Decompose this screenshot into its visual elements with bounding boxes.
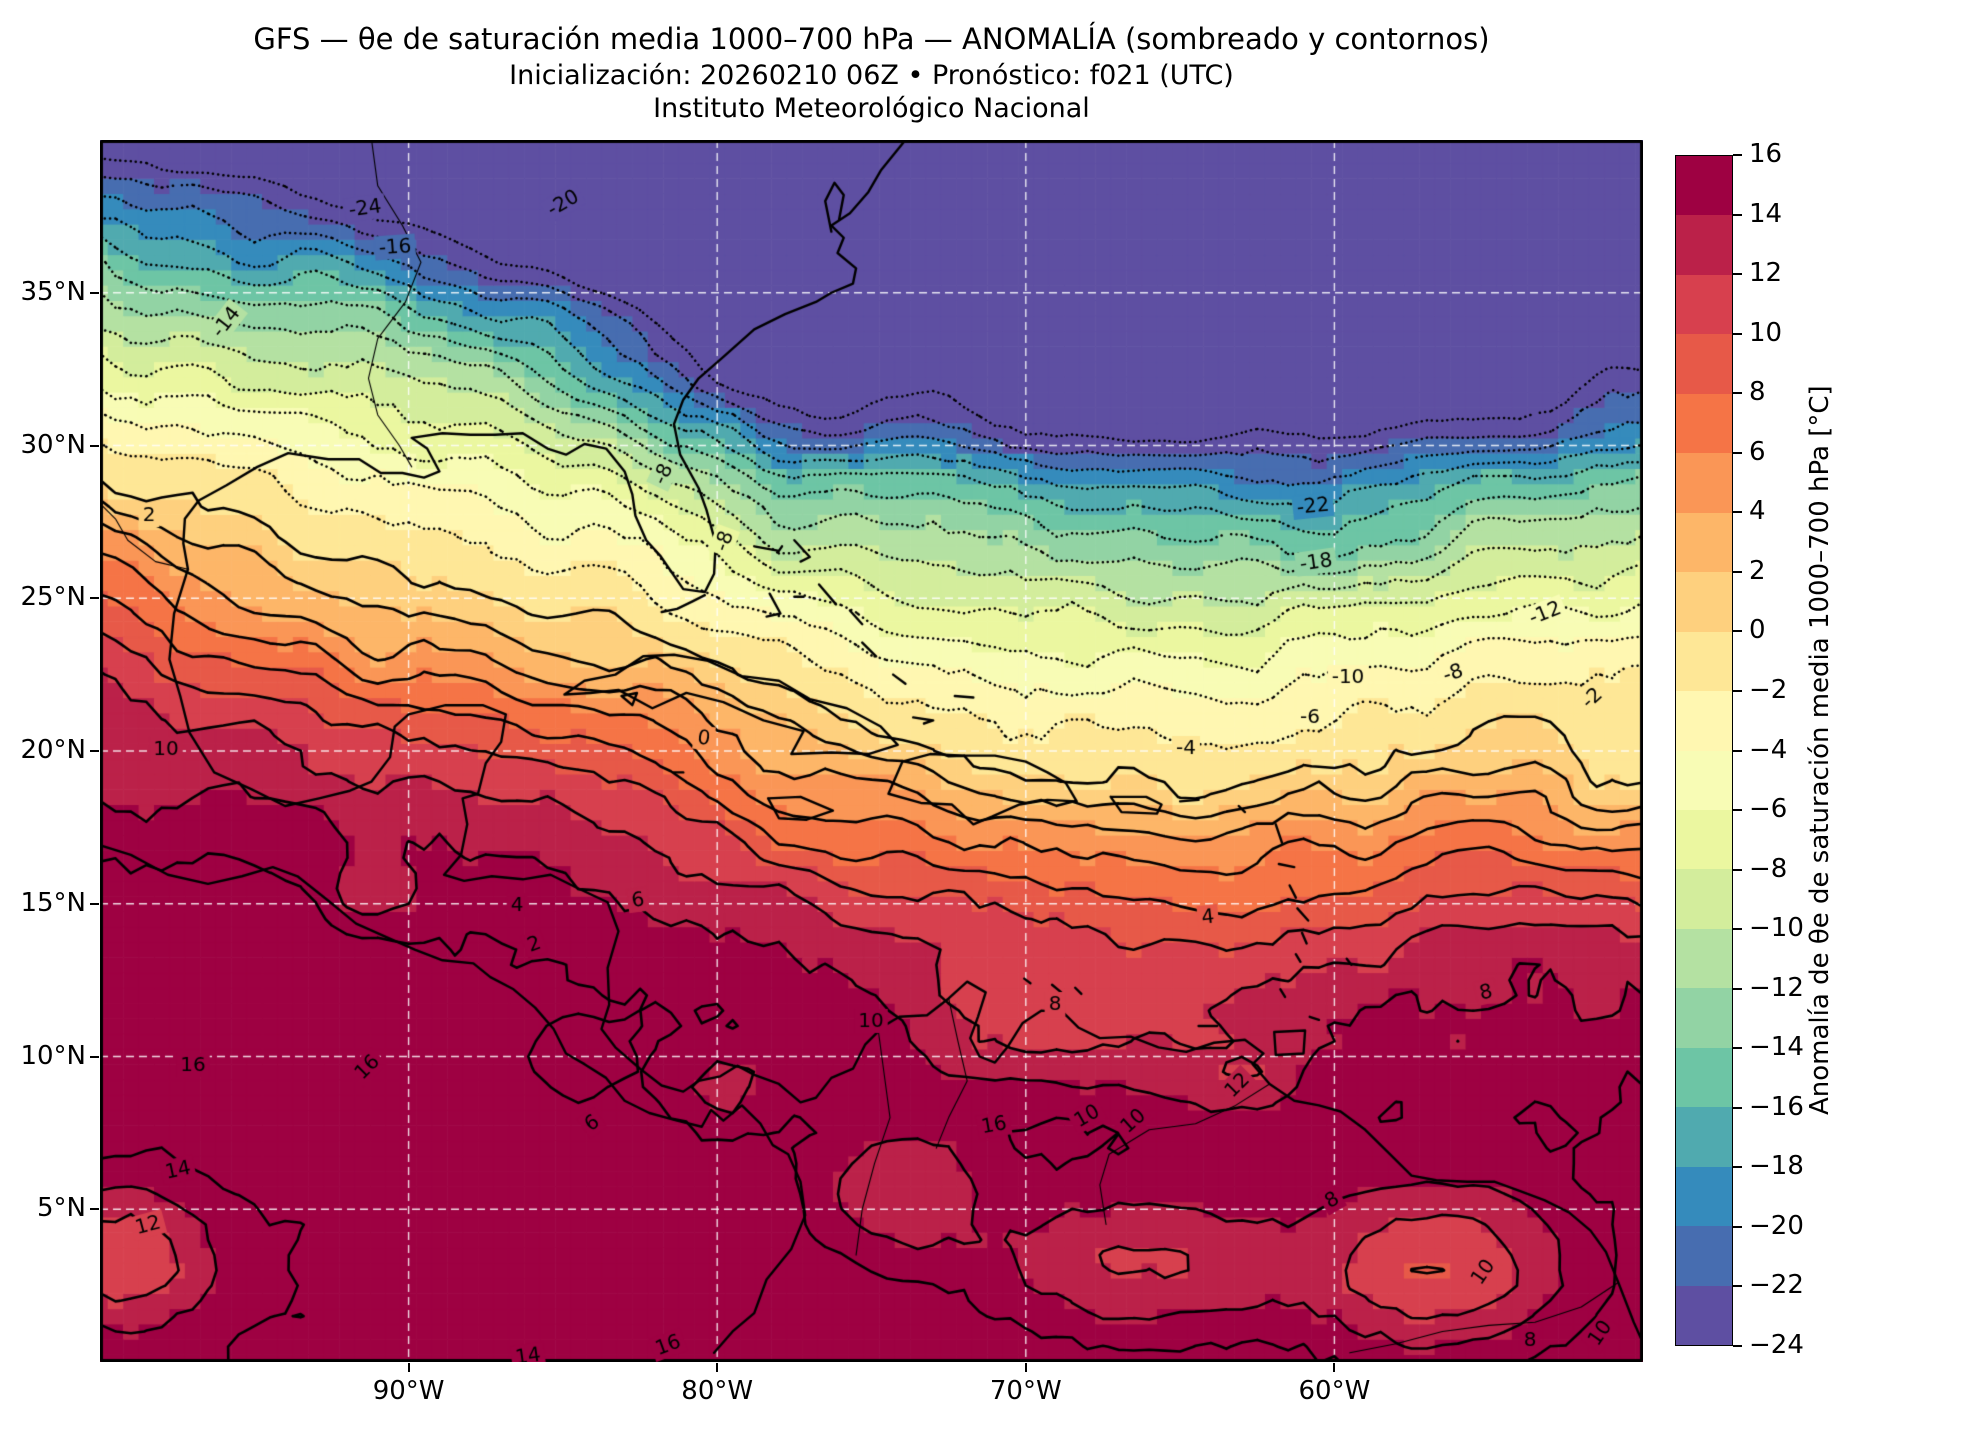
colorbar-band (1676, 215, 1732, 275)
colorbar-tick-mark (1733, 213, 1742, 216)
colorbar-tick-mark (1733, 273, 1742, 276)
colorbar-tick-mark (1733, 570, 1742, 573)
colorbar-tick-label: −20 (1749, 1210, 1804, 1241)
colorbar-tick-label: 0 (1749, 615, 1766, 646)
colorbar-tick-mark (1733, 332, 1742, 335)
y-tick-label: 5°N (37, 1193, 86, 1224)
colorbar-band (1676, 572, 1732, 632)
colorbar-tick-label: 12 (1749, 258, 1783, 289)
colorbar-tick-mark (1733, 392, 1742, 395)
page-title: GFS — θe de saturación media 1000–700 hP… (253, 22, 1490, 56)
colorbar-tick-mark (1733, 1345, 1742, 1347)
y-tick-label: 15°N (20, 887, 86, 918)
colorbar-tick-mark (1733, 928, 1742, 931)
subtitle-institution: Instituto Meteorológico Nacional (653, 93, 1090, 124)
colorbar-tick-mark (1733, 1285, 1742, 1288)
colorbar-tick-label: −6 (1749, 794, 1788, 825)
colorbar-band (1676, 869, 1732, 929)
colorbar-band (1676, 1047, 1732, 1108)
colorbar-band (1676, 809, 1732, 870)
x-tick-label: 90°W (372, 1376, 445, 1406)
y-tick-mark (90, 750, 99, 752)
x-tick-mark (1333, 1363, 1336, 1372)
colorbar-tick-mark (1733, 154, 1742, 156)
colorbar-tick-label: 6 (1749, 436, 1766, 467)
x-tick-mark (1024, 1363, 1027, 1372)
colorbar-band (1676, 1107, 1732, 1167)
colorbar-tick-label: 16 (1749, 139, 1783, 169)
colorbar-band (1676, 691, 1732, 751)
x-tick-label: 80°W (681, 1376, 754, 1406)
y-tick-mark (90, 291, 99, 294)
colorbar-tick-label: 4 (1749, 496, 1766, 527)
colorbar-tick-label: −12 (1749, 972, 1804, 1003)
colorbar-band (1676, 1166, 1732, 1227)
colorbar-tick-label: −16 (1749, 1091, 1804, 1122)
colorbar-band (1676, 156, 1732, 216)
colorbar-label: Anomalía de θe de saturación media 1000–… (1805, 385, 1835, 1116)
colorbar-tick-label: −24 (1749, 1330, 1804, 1360)
colorbar-band (1676, 393, 1732, 454)
y-tick-label: 25°N (20, 582, 86, 613)
colorbar-tick-mark (1733, 1166, 1742, 1169)
y-tick-label: 35°N (20, 276, 86, 307)
colorbar-band (1676, 750, 1732, 810)
colorbar-tick-label: 14 (1749, 198, 1783, 229)
x-tick-label: 70°W (989, 1376, 1062, 1406)
y-tick-mark (90, 902, 99, 905)
x-tick-label: 60°W (1298, 1376, 1371, 1406)
colorbar-band (1676, 334, 1732, 394)
colorbar-band (1676, 1285, 1732, 1346)
y-tick-label: 30°N (20, 429, 86, 460)
y-tick-mark (90, 1055, 99, 1058)
y-tick-mark (90, 597, 99, 600)
colorbar-band (1676, 512, 1732, 573)
colorbar-tick-mark (1733, 987, 1742, 990)
x-tick-mark (407, 1363, 410, 1372)
colorbar-tick-label: −2 (1749, 674, 1788, 705)
colorbar-tick-label: −10 (1749, 913, 1804, 944)
colorbar-band (1676, 988, 1732, 1048)
subtitle-init-forecast: Inicialización: 20260210 06Z • Pronóstic… (509, 60, 1234, 91)
colorbar-tick-mark (1733, 749, 1742, 752)
colorbar-tick-mark (1733, 868, 1742, 871)
colorbar-tick-mark (1733, 809, 1742, 812)
colorbar-tick-label: 10 (1749, 317, 1783, 348)
colorbar-tick-label: −4 (1749, 734, 1788, 765)
colorbar-tick-mark (1733, 1106, 1742, 1109)
y-tick-label: 20°N (20, 735, 86, 765)
colorbar-tick-label: 2 (1749, 555, 1766, 586)
colorbar-tick-mark (1733, 689, 1742, 692)
colorbar-tick-label: 8 (1749, 377, 1766, 408)
colorbar-band (1676, 453, 1732, 513)
colorbar-tick-label: −18 (1749, 1151, 1804, 1182)
colorbar-tick-mark (1733, 1047, 1742, 1050)
colorbar-tick-label: −22 (1749, 1270, 1804, 1301)
colorbar-band (1676, 1226, 1732, 1286)
colorbar-tick-mark (1733, 1225, 1742, 1228)
colorbar-band (1676, 928, 1732, 989)
y-tick-mark (90, 1208, 99, 1211)
y-tick-mark (90, 444, 99, 447)
colorbar-tick-mark (1733, 511, 1742, 514)
colorbar-band (1676, 631, 1732, 692)
colorbar (1675, 155, 1733, 1346)
contour-map-canvas (100, 140, 1643, 1362)
colorbar-tick-label: −8 (1749, 853, 1788, 884)
colorbar-band (1676, 274, 1732, 335)
y-tick-label: 10°N (20, 1040, 86, 1071)
colorbar-tick-mark (1733, 630, 1742, 633)
colorbar-tick-mark (1733, 451, 1742, 454)
colorbar-tick-label: −14 (1749, 1032, 1804, 1063)
x-tick-mark (716, 1363, 719, 1372)
